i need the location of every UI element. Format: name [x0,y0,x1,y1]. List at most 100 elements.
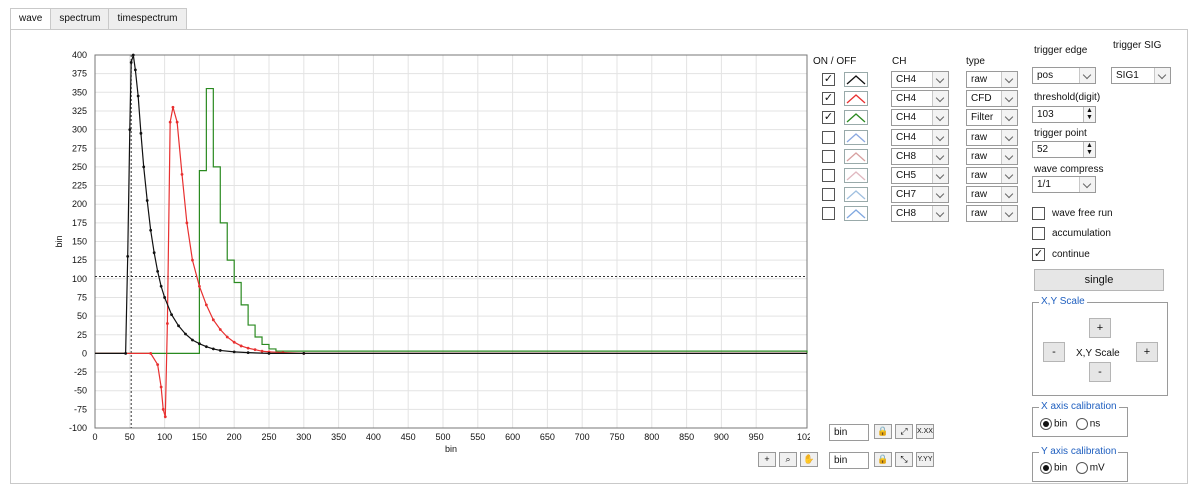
y-unit-field[interactable]: bin [829,452,869,469]
channel-6-checkbox[interactable] [822,188,835,202]
x-format-icon[interactable]: X.XX [916,424,934,439]
chevron-down-icon[interactable] [1001,206,1017,222]
channel-6-type-select[interactable]: raw [966,186,1018,204]
trigger-point-value[interactable]: 52 [1037,144,1049,155]
channel-1-ch-select[interactable]: CH4 [891,90,949,108]
x-unit-field[interactable]: bin [829,424,869,441]
channel-5-ch-select[interactable]: CH5 [891,167,949,184]
channel-1-type-select[interactable]: CFD [966,90,1018,108]
channel-5-type-select[interactable]: raw [966,167,1018,184]
chevron-down-icon[interactable] [1001,148,1017,164]
chevron-down-icon[interactable] [932,91,948,107]
channel-0-type-select[interactable]: raw [966,71,1018,88]
single-button[interactable]: single [1034,269,1164,291]
y-tick-label: 250 [72,162,87,172]
series-2-point [142,165,146,169]
crosshair-icon[interactable]: + [758,452,776,467]
chevron-down-icon[interactable] [932,206,948,222]
chevron-down-icon[interactable] [1001,110,1017,126]
wave-compress-select[interactable]: 1/1 [1032,176,1096,193]
threshold-input[interactable]: 103 ▲ ▼ [1032,106,1096,123]
chevron-down-icon[interactable] [1001,72,1017,87]
channel-5-checkbox[interactable] [822,169,835,182]
checkmark-icon[interactable]: ✓ [1032,248,1045,261]
xy-scale-up-button[interactable]: + [1089,318,1111,338]
continue-checkbox[interactable]: ✓ continue [1032,248,1090,261]
checkbox-box[interactable] [1032,227,1045,240]
series-1-point [239,344,243,348]
lock-icon[interactable]: 🔒 [874,452,892,467]
channel-2-type-select[interactable]: Filter [966,109,1018,127]
chevron-down-icon[interactable] [1079,68,1095,83]
channel-0-ch-select[interactable]: CH4 [891,71,949,88]
chevron-down-icon[interactable] [1001,187,1017,203]
pan-hand-icon[interactable]: ✋ [800,452,818,467]
chevron-down-icon[interactable] [1001,91,1017,107]
plot-style-icon[interactable] [844,129,868,145]
onoff-header: ON / OFF [813,56,857,67]
chevron-down-icon[interactable] [932,72,948,87]
checkbox-box[interactable] [1032,207,1045,220]
y-format-icon[interactable]: Y.YY [916,452,934,467]
channel-4-ch-select[interactable]: CH8 [891,147,949,165]
y-calibration-group: Y axis calibration [1032,446,1128,482]
chevron-down-icon[interactable] [1001,168,1017,183]
x-tick-label: 850 [679,432,694,442]
channel-2-checkbox[interactable]: ✓ [822,111,835,125]
spinner-icon[interactable]: ▲ ▼ [1083,107,1095,122]
lock-icon[interactable]: 🔒 [874,424,892,439]
x-tick-label: 400 [366,432,381,442]
wave-chart[interactable]: 0 50 100 150 200 250 300 350 400 450 500 550 600 650 7… [50,48,810,466]
xy-scale-left-button[interactable]: - [1043,342,1065,362]
zoom-icon[interactable]: ⌕ [779,452,797,467]
plot-style-icon[interactable] [844,110,868,126]
x-autoscale-icon[interactable]: ⤢ [895,424,913,439]
plot-style-icon[interactable] [844,91,868,107]
trigger-edge-select[interactable]: pos [1032,67,1096,84]
channel-3-ch-select[interactable]: CH4 [891,128,949,146]
series-2-point [156,269,160,273]
trigger-point-input[interactable]: 52 ▲ ▼ [1032,141,1096,158]
xy-scale-right-button[interactable]: + [1136,342,1158,362]
channel-7-type-select[interactable]: raw [966,205,1018,223]
plot-style-icon[interactable] [844,187,868,203]
plot-style-icon[interactable] [844,148,868,164]
chevron-down-icon[interactable] [932,168,948,183]
channel-4-checkbox[interactable] [822,149,835,163]
channel-4-type-select[interactable]: raw [966,147,1018,165]
wave-free-run-checkbox[interactable]: wave free run [1032,207,1113,220]
threshold-value[interactable]: 103 [1037,109,1054,120]
y-autoscale-icon[interactable]: ⤡ [895,452,913,467]
series-1-point [159,385,163,389]
chevron-down-icon[interactable] [932,187,948,203]
chevron-down-icon[interactable] [932,129,948,145]
chevron-down-icon[interactable] [932,148,948,164]
channel-3-type-select[interactable]: raw [966,128,1018,146]
tab-wave[interactable]: wave [10,8,52,31]
radio-bin-y[interactable] [1040,462,1052,474]
trigger-sig-select[interactable]: SIG1 [1111,67,1171,84]
channel-2-ch-select[interactable]: CH4 [891,109,949,127]
tab-spectrum[interactable]: spectrum [50,8,110,30]
radio-bin-x[interactable] [1040,418,1052,430]
chevron-down-icon[interactable] [932,110,948,126]
channel-0-checkbox[interactable]: ✓ [822,73,835,86]
channel-7-checkbox[interactable] [822,207,835,221]
y-tick-label: 75 [77,292,87,302]
chevron-down-icon[interactable] [1154,68,1170,83]
radio-ns[interactable] [1075,418,1088,430]
chevron-down-icon[interactable] [1079,177,1095,192]
plot-style-icon[interactable] [844,206,868,222]
channel-7-ch-select[interactable]: CH8 [891,205,949,223]
chevron-down-icon[interactable] [1001,129,1017,145]
xy-scale-down-button[interactable]: - [1089,362,1111,382]
accumulation-checkbox[interactable]: accumulation [1032,227,1111,240]
tab-timespectrum[interactable]: timespectrum [108,8,187,30]
radio-mv[interactable] [1075,462,1088,474]
spinner-icon[interactable]: ▲ ▼ [1083,142,1095,157]
plot-style-icon[interactable] [844,72,868,87]
channel-1-checkbox[interactable]: ✓ [822,92,835,106]
channel-6-ch-select[interactable]: CH7 [891,186,949,204]
plot-style-icon[interactable] [844,168,868,183]
channel-3-checkbox[interactable] [822,130,835,144]
